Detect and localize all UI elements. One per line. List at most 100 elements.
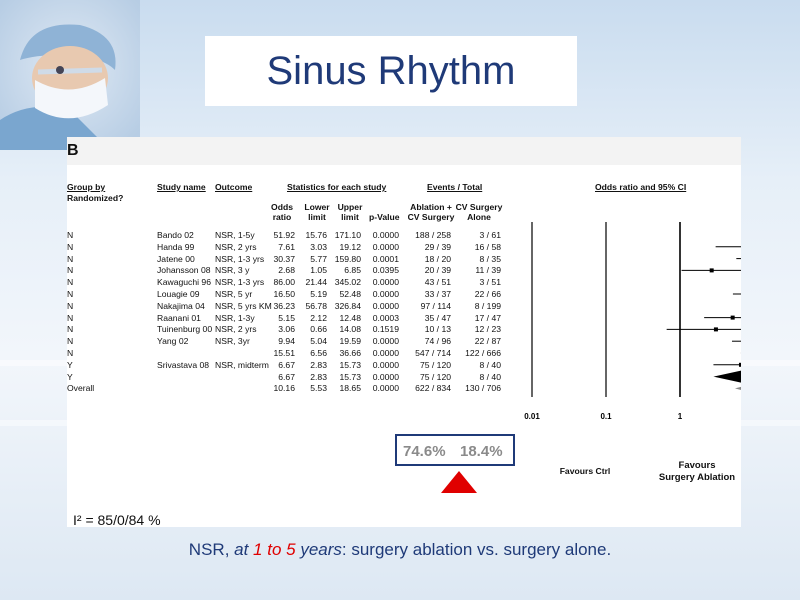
cell-up: 171.10	[334, 230, 361, 240]
odds-line-1: Odds	[271, 202, 293, 212]
cell-or: 36.23	[273, 300, 295, 311]
cell-cv: 8 / 35	[479, 253, 501, 264]
col-header-events: Events / Total	[427, 182, 483, 192]
forest-plot: 0.010.1110	[524, 222, 741, 421]
point-11	[738, 362, 741, 367]
cell-cv: 16 / 58	[474, 241, 501, 252]
cell-or: 86.00	[273, 277, 295, 288]
cell-p: 0.0000	[372, 300, 399, 311]
cell-group: N	[67, 253, 74, 264]
cell-up: 19.12	[339, 241, 361, 252]
cell-group: N	[67, 230, 74, 240]
cva-line-1: CV Surgery	[455, 202, 503, 212]
cell-group: N	[67, 277, 74, 288]
cell-lo: 21.44	[305, 277, 327, 288]
heterogeneity-label: I² = 85/0/84 %	[73, 512, 161, 528]
cell-outcome: NSR, 2 yrs	[215, 241, 257, 252]
cell-p: 0.0000	[372, 336, 399, 347]
slide-title: Sinus Rhythm	[266, 49, 516, 93]
cell-study: Yang 02	[157, 336, 189, 347]
cell-outcome: NSR, midterm	[215, 359, 269, 370]
diamond-12	[713, 370, 741, 383]
cell-or: 15.51	[273, 348, 295, 358]
caption-part-4: years	[295, 540, 342, 559]
cell-abl: 33 / 37	[424, 289, 451, 299]
cell-up: 14.08	[339, 324, 361, 335]
cell-p: 0.0000	[372, 348, 399, 358]
col-header-pvalue: p-Value	[369, 212, 400, 222]
cell-p: 0.0000	[372, 241, 399, 252]
cell-cv: 122 / 666	[465, 348, 501, 358]
cell-cv: 3 / 51	[479, 277, 501, 288]
cell-lo: 15.76	[305, 230, 327, 240]
cell-cv: 11 / 39	[475, 265, 501, 276]
cell-p: 0.1519	[372, 324, 399, 335]
cell-up: 15.73	[339, 371, 361, 382]
cell-study: Tuinenburg 00	[157, 324, 213, 335]
favours-right-line-2: Surgery Ablation	[658, 472, 736, 483]
red-arrow-icon	[441, 471, 477, 493]
col-header-upper: Upper limit	[333, 202, 367, 222]
cell-up: 19.59	[339, 336, 361, 347]
slide-title-box: Sinus Rhythm	[205, 36, 577, 106]
cell-up: 326.84	[334, 300, 361, 311]
cell-outcome: NSR, 1-3 yrs	[215, 253, 265, 264]
cell-lo: 5.04	[310, 336, 327, 347]
cell-up: 12.48	[339, 312, 361, 323]
cell-lo: 2.83	[310, 359, 327, 370]
lower-line-1: Lower	[304, 202, 330, 212]
cell-lo: 5.77	[310, 253, 327, 264]
panel-label: B	[67, 142, 79, 159]
cell-abl: 43 / 51	[424, 277, 451, 288]
slide-caption: NSR, at 1 to 5 years: surgery ablation v…	[0, 540, 800, 560]
favours-ctrl-label: Favours Ctrl	[559, 466, 611, 476]
cell-cv: 3 / 61	[479, 230, 501, 240]
cell-abl: 97 / 114	[420, 300, 451, 311]
cell-cv: 22 / 87	[474, 336, 501, 347]
cell-group: N	[67, 312, 74, 323]
panel-header-band	[67, 137, 741, 165]
cell-abl: 75 / 120	[419, 359, 451, 370]
cell-cv: 8 / 40	[479, 371, 501, 382]
abl-line-1: Ablation +	[410, 202, 452, 212]
col-header-ablation: Ablation + CV Surgery	[403, 202, 459, 222]
cell-cv: 22 / 66	[474, 289, 501, 299]
upper-line-1: Upper	[337, 202, 363, 212]
cell-up: 345.02	[334, 277, 361, 288]
cell-abl: 20 / 39	[424, 265, 451, 276]
cell-up: 52.48	[339, 289, 361, 299]
cell-p: 0.0000	[372, 277, 399, 288]
diamond-10	[740, 352, 741, 354]
cell-or: 6.67	[278, 371, 295, 382]
cell-cv: 17 / 47	[474, 312, 501, 323]
lower-line-2: limit	[308, 212, 326, 222]
cell-study: Srivastava 08	[157, 359, 210, 370]
cell-cv: 8 / 40	[479, 359, 501, 370]
cell-abl: 18 / 20	[424, 253, 451, 264]
cell-study: Nakajima 04	[157, 300, 205, 311]
cell-abl: 547 / 714	[415, 348, 451, 358]
cell-p: 0.0000	[372, 371, 399, 382]
surgery-alone-percent: 18.4%	[460, 443, 503, 460]
cell-group: N	[67, 348, 74, 358]
cell-group: N	[67, 324, 74, 335]
cell-outcome: NSR, 2 yrs	[215, 324, 257, 335]
cell-study: Louagie 09	[157, 289, 200, 299]
cell-abl: 29 / 39	[424, 241, 451, 252]
cell-study: Bando 02	[157, 230, 194, 240]
cell-group: N	[67, 265, 74, 276]
cell-lo: 6.56	[310, 348, 327, 358]
cell-study: Raanani 01	[157, 312, 201, 323]
cell-or: 9.94	[278, 336, 295, 347]
cell-or: 30.37	[273, 253, 295, 264]
cell-lo: 5.53	[310, 383, 327, 394]
cell-group: N	[67, 336, 74, 347]
cell-p: 0.0003	[372, 312, 399, 323]
col-header-study: Study name	[157, 182, 206, 192]
point-3	[709, 268, 714, 273]
cell-p: 0.0000	[372, 359, 399, 370]
cell-group: Overall	[67, 383, 95, 394]
cell-group: N	[67, 241, 74, 252]
cell-or: 51.92	[273, 230, 295, 240]
cell-up: 36.66	[339, 348, 361, 358]
